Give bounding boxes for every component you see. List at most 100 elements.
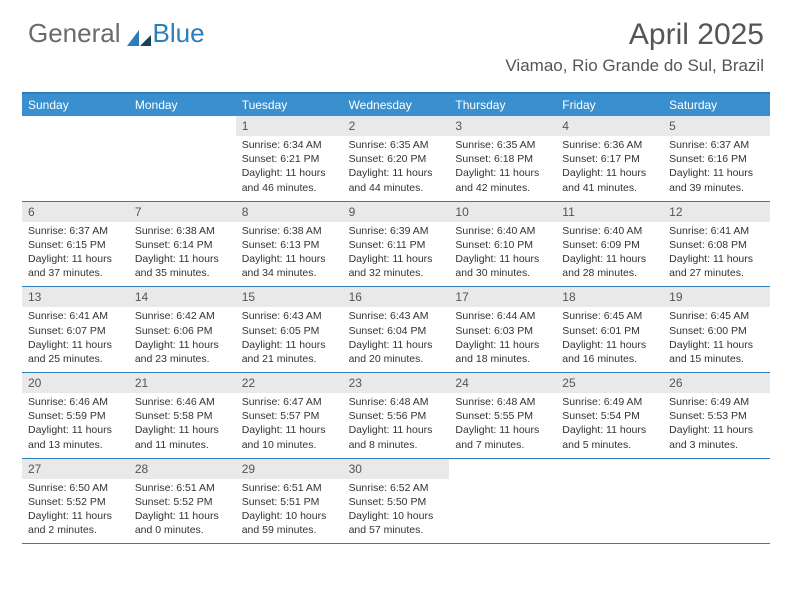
week-row: 1Sunrise: 6:34 AMSunset: 6:21 PMDaylight… [22, 116, 770, 202]
day-cell: 9Sunrise: 6:39 AMSunset: 6:11 PMDaylight… [343, 202, 450, 287]
day-details: Sunrise: 6:40 AMSunset: 6:09 PMDaylight:… [556, 224, 663, 281]
title-block: April 2025 Viamao, Rio Grande do Sul, Br… [505, 18, 764, 76]
daylight-line: Daylight: 11 hours and 0 minutes. [135, 509, 230, 537]
sunset-line: Sunset: 6:17 PM [562, 152, 657, 166]
day-cell: 11Sunrise: 6:40 AMSunset: 6:09 PMDayligh… [556, 202, 663, 287]
sunset-line: Sunset: 6:00 PM [669, 324, 764, 338]
daylight-line: Daylight: 11 hours and 2 minutes. [28, 509, 123, 537]
day-cell: 22Sunrise: 6:47 AMSunset: 5:57 PMDayligh… [236, 373, 343, 458]
sunset-line: Sunset: 5:56 PM [349, 409, 444, 423]
sunrise-line: Sunrise: 6:46 AM [28, 395, 123, 409]
sunrise-line: Sunrise: 6:37 AM [669, 138, 764, 152]
sunrise-line: Sunrise: 6:41 AM [28, 309, 123, 323]
day-number: 24 [449, 373, 556, 393]
day-cell: 12Sunrise: 6:41 AMSunset: 6:08 PMDayligh… [663, 202, 770, 287]
day-details: Sunrise: 6:52 AMSunset: 5:50 PMDaylight:… [343, 481, 450, 538]
sunset-line: Sunset: 6:10 PM [455, 238, 550, 252]
sunrise-line: Sunrise: 6:35 AM [349, 138, 444, 152]
day-details: Sunrise: 6:37 AMSunset: 6:16 PMDaylight:… [663, 138, 770, 195]
day-number: 3 [449, 116, 556, 136]
daylight-line: Daylight: 11 hours and 5 minutes. [562, 423, 657, 451]
page-title: April 2025 [505, 18, 764, 52]
sunrise-line: Sunrise: 6:39 AM [349, 224, 444, 238]
day-cell: 2Sunrise: 6:35 AMSunset: 6:20 PMDaylight… [343, 116, 450, 201]
daylight-line: Daylight: 11 hours and 11 minutes. [135, 423, 230, 451]
day-details: Sunrise: 6:34 AMSunset: 6:21 PMDaylight:… [236, 138, 343, 195]
daylight-line: Daylight: 11 hours and 42 minutes. [455, 166, 550, 194]
day-cell [129, 116, 236, 201]
day-number: 4 [556, 116, 663, 136]
sunrise-line: Sunrise: 6:51 AM [242, 481, 337, 495]
day-details: Sunrise: 6:48 AMSunset: 5:55 PMDaylight:… [449, 395, 556, 452]
day-details: Sunrise: 6:46 AMSunset: 5:58 PMDaylight:… [129, 395, 236, 452]
day-details: Sunrise: 6:49 AMSunset: 5:53 PMDaylight:… [663, 395, 770, 452]
daylight-line: Daylight: 11 hours and 10 minutes. [242, 423, 337, 451]
day-details: Sunrise: 6:35 AMSunset: 6:20 PMDaylight:… [343, 138, 450, 195]
sunrise-line: Sunrise: 6:45 AM [562, 309, 657, 323]
day-number: 16 [343, 287, 450, 307]
sunset-line: Sunset: 6:04 PM [349, 324, 444, 338]
sunrise-line: Sunrise: 6:45 AM [669, 309, 764, 323]
sunrise-line: Sunrise: 6:48 AM [455, 395, 550, 409]
sunset-line: Sunset: 5:52 PM [28, 495, 123, 509]
day-details: Sunrise: 6:40 AMSunset: 6:10 PMDaylight:… [449, 224, 556, 281]
sunset-line: Sunset: 6:08 PM [669, 238, 764, 252]
week-row: 6Sunrise: 6:37 AMSunset: 6:15 PMDaylight… [22, 202, 770, 288]
sunrise-line: Sunrise: 6:43 AM [349, 309, 444, 323]
day-cell: 16 Sunrise: 6:43 AMSunset: 6:04 PMDayligh… [343, 287, 450, 372]
daylight-line: Daylight: 11 hours and 34 minutes. [242, 252, 337, 280]
day-details: Sunrise: 6:49 AMSunset: 5:54 PMDaylight:… [556, 395, 663, 452]
daylight-line: Daylight: 11 hours and 8 minutes. [349, 423, 444, 451]
sunset-line: Sunset: 5:50 PM [349, 495, 444, 509]
day-number: 28 [129, 459, 236, 479]
sunrise-line: Sunrise: 6:41 AM [669, 224, 764, 238]
sunrise-line: Sunrise: 6:49 AM [562, 395, 657, 409]
sunrise-line: Sunrise: 6:37 AM [28, 224, 123, 238]
day-details: Sunrise: 6:51 AMSunset: 5:51 PMDaylight:… [236, 481, 343, 538]
day-details: Sunrise: 6:35 AMSunset: 6:18 PMDaylight:… [449, 138, 556, 195]
day-details: Sunrise: 6:51 AMSunset: 5:52 PMDaylight:… [129, 481, 236, 538]
daylight-line: Daylight: 11 hours and 3 minutes. [669, 423, 764, 451]
dow-header-cell: Thursday [449, 94, 556, 116]
calendar-grid: SundayMondayTuesdayWednesdayThursdayFrid… [22, 92, 770, 544]
daylight-line: Daylight: 11 hours and 16 minutes. [562, 338, 657, 366]
day-number: 8 [236, 202, 343, 222]
daylight-line: Daylight: 11 hours and 13 minutes. [28, 423, 123, 451]
day-cell: 25Sunrise: 6:49 AMSunset: 5:54 PMDayligh… [556, 373, 663, 458]
week-row: 20Sunrise: 6:46 AMSunset: 5:59 PMDayligh… [22, 373, 770, 459]
logo-text-general: General [28, 18, 121, 49]
sunset-line: Sunset: 5:53 PM [669, 409, 764, 423]
sunset-line: Sunset: 5:51 PM [242, 495, 337, 509]
day-cell: 13Sunrise: 6:41 AMSunset: 6:07 PMDayligh… [22, 287, 129, 372]
day-cell: 7Sunrise: 6:38 AMSunset: 6:14 PMDaylight… [129, 202, 236, 287]
day-details: Sunrise: 6:41 AMSunset: 6:08 PMDaylight:… [663, 224, 770, 281]
dow-header-cell: Friday [556, 94, 663, 116]
sunrise-line: Sunrise: 6:47 AM [242, 395, 337, 409]
daylight-line: Daylight: 11 hours and 27 minutes. [669, 252, 764, 280]
sunset-line: Sunset: 6:15 PM [28, 238, 123, 252]
week-row: 13Sunrise: 6:41 AMSunset: 6:07 PMDayligh… [22, 287, 770, 373]
day-cell: 19Sunrise: 6:45 AMSunset: 6:00 PMDayligh… [663, 287, 770, 372]
sunset-line: Sunset: 6:14 PM [135, 238, 230, 252]
week-row: 27Sunrise: 6:50 AMSunset: 5:52 PMDayligh… [22, 459, 770, 545]
dow-header-cell: Saturday [663, 94, 770, 116]
daylight-line: Daylight: 11 hours and 23 minutes. [135, 338, 230, 366]
day-number: 29 [236, 459, 343, 479]
day-cell: 20Sunrise: 6:46 AMSunset: 5:59 PMDayligh… [22, 373, 129, 458]
day-number: 25 [556, 373, 663, 393]
daylight-line: Daylight: 11 hours and 35 minutes. [135, 252, 230, 280]
sunrise-line: Sunrise: 6:34 AM [242, 138, 337, 152]
sunrise-line: Sunrise: 6:38 AM [135, 224, 230, 238]
day-details: Sunrise: 6:45 AMSunset: 6:00 PMDaylight:… [663, 309, 770, 366]
dow-header-cell: Wednesday [343, 94, 450, 116]
day-details: Sunrise: 6:43 AMSunset: 6:05 PMDaylight:… [236, 309, 343, 366]
day-cell: 30Sunrise: 6:52 AMSunset: 5:50 PMDayligh… [343, 459, 450, 544]
sunset-line: Sunset: 5:54 PM [562, 409, 657, 423]
sunset-line: Sunset: 6:13 PM [242, 238, 337, 252]
day-cell [449, 459, 556, 544]
daylight-line: Daylight: 11 hours and 20 minutes. [349, 338, 444, 366]
sunset-line: Sunset: 5:55 PM [455, 409, 550, 423]
day-cell: 21Sunrise: 6:46 AMSunset: 5:58 PMDayligh… [129, 373, 236, 458]
daylight-line: Daylight: 10 hours and 57 minutes. [349, 509, 444, 537]
sunrise-line: Sunrise: 6:48 AM [349, 395, 444, 409]
